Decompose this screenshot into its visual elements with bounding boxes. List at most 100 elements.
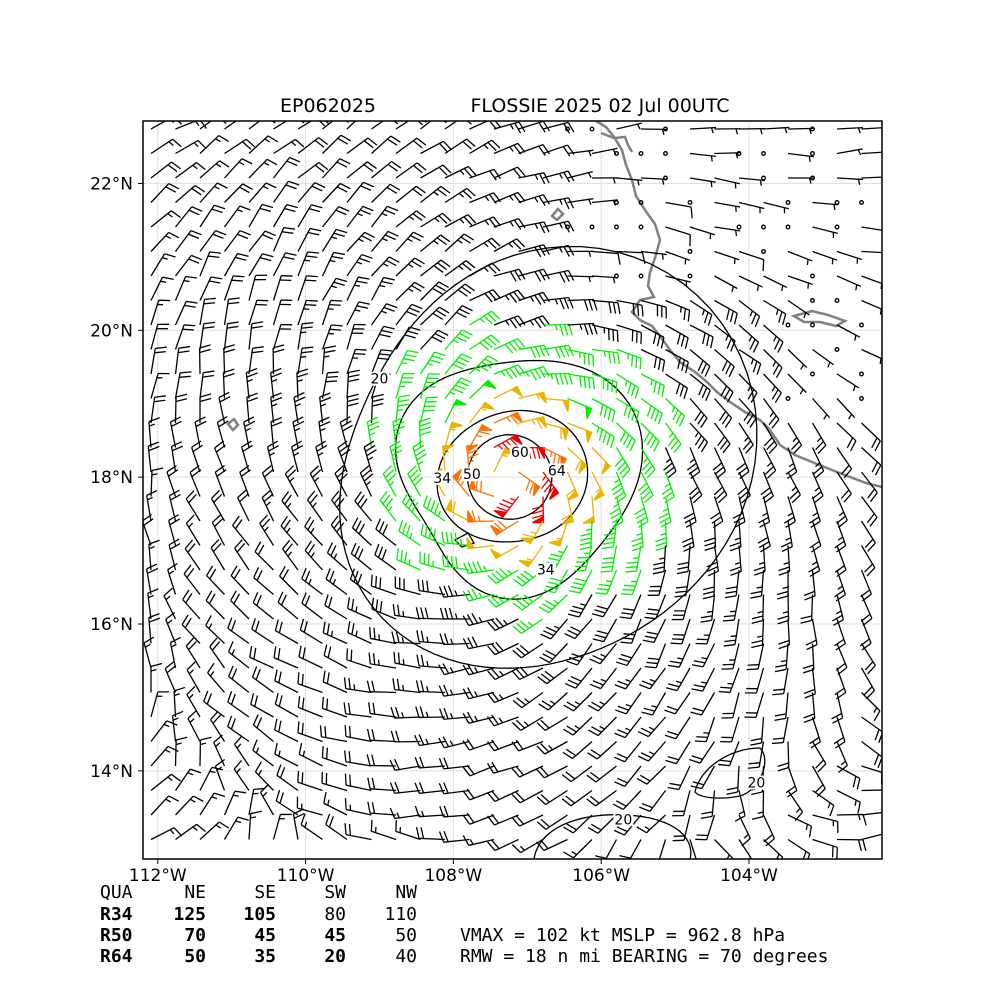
barb-half (883, 790, 885, 795)
barb-full (612, 329, 615, 342)
barb-full (679, 385, 685, 397)
barb-half (149, 423, 155, 427)
barb-full (371, 802, 376, 814)
barb-full (171, 161, 182, 170)
barb-half (165, 798, 171, 803)
wind-barb (565, 224, 570, 230)
table-row-r34-ne: 125 (173, 904, 206, 925)
calm-circle (687, 249, 693, 254)
wind-barb (227, 641, 250, 669)
calm-circle (859, 396, 864, 401)
barb-full (233, 593, 241, 605)
barb-full (617, 705, 629, 711)
barb-full (186, 567, 195, 578)
barb-half (852, 385, 856, 392)
wind-barb (175, 139, 207, 155)
wind-barb (689, 324, 714, 349)
wind-barb (859, 396, 864, 401)
barb-half (164, 749, 171, 753)
barb-full (398, 399, 410, 403)
wind-barb (346, 301, 371, 326)
wind-barb (811, 422, 827, 454)
wind-barb (836, 250, 862, 264)
calm-circle (859, 200, 864, 205)
barb-full (700, 417, 708, 428)
barb-full (783, 516, 795, 524)
barb-full (454, 532, 458, 545)
barb-full (251, 321, 264, 325)
barb-full (374, 543, 380, 556)
wind-barb (762, 398, 780, 429)
barb-full (252, 739, 258, 751)
wind-barb (592, 618, 618, 643)
barb-full (515, 815, 525, 825)
wind-barb (787, 250, 813, 266)
barb-full (350, 542, 357, 554)
wind-barb (836, 398, 856, 420)
barb-full (729, 566, 742, 572)
barb-full (835, 741, 846, 749)
barb-full (367, 777, 371, 789)
barb-full (443, 782, 449, 794)
wind-barb (422, 495, 446, 522)
barb-half (401, 712, 405, 718)
barb-full (301, 326, 313, 329)
barb-full (529, 482, 535, 494)
barb-full (813, 495, 824, 504)
barb-full (652, 570, 665, 575)
barb-half (837, 536, 844, 541)
wind-barb (299, 618, 323, 645)
barb-full (681, 359, 686, 372)
barb-full (432, 529, 436, 541)
wind-barb (171, 710, 184, 742)
barb-full (509, 271, 517, 282)
barb-full (834, 589, 845, 598)
wind-barb (346, 393, 359, 424)
barb-half (215, 824, 222, 829)
barb-half (661, 129, 665, 136)
wind-barb (150, 691, 170, 718)
wind-barb (567, 275, 594, 283)
barb-full (700, 441, 709, 453)
barb-half (333, 553, 338, 560)
wind-barb (147, 588, 159, 620)
wind-barb (321, 696, 348, 718)
barb-half (474, 367, 481, 372)
barb-half (477, 515, 481, 522)
contour-label-bg (746, 775, 767, 790)
barb-half (525, 371, 530, 377)
wind-barb (174, 230, 202, 252)
barb-full (486, 741, 495, 752)
wind-barb (166, 464, 179, 497)
barb-half (730, 635, 737, 638)
wind-barb (382, 465, 397, 497)
wind-barb (199, 821, 230, 840)
barb-full (594, 634, 607, 639)
barb-full (747, 766, 760, 769)
barb-full (700, 615, 713, 619)
barb-half (879, 308, 882, 315)
contour-20kt (339, 245, 758, 669)
contour-label: 20 (747, 776, 765, 792)
wind-barb (150, 231, 180, 252)
barb-full (302, 321, 314, 325)
wind-barb (272, 323, 293, 350)
barb-full (223, 348, 235, 354)
barb-full (843, 468, 853, 479)
barb-full (296, 368, 308, 374)
barb-full (471, 613, 479, 624)
barb-half (757, 811, 764, 815)
barb-full (641, 680, 653, 686)
barb-pennant (548, 486, 560, 500)
barb-full (571, 653, 583, 659)
wind-barb (714, 152, 741, 159)
barb-full (467, 562, 474, 574)
barb-full (369, 627, 372, 639)
barb-full (255, 668, 261, 681)
wind-barb (469, 168, 502, 181)
table-row-r50-label: R50 (100, 925, 133, 946)
barb-full (280, 594, 287, 606)
barb-full (610, 512, 622, 520)
barb-full (302, 647, 306, 659)
barb-full (550, 553, 562, 558)
